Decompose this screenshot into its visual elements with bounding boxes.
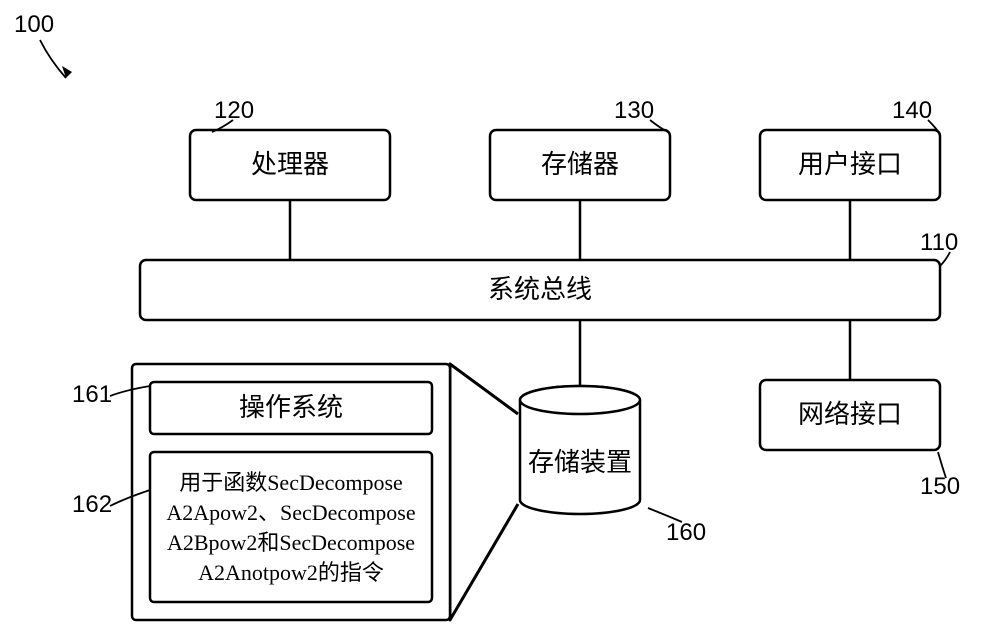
ref-150: 150	[920, 473, 960, 500]
instr-line-3: A2Anotpow2的指令	[198, 560, 384, 585]
ref-main-leader	[40, 40, 66, 78]
ref-110: 110	[920, 229, 958, 256]
instr-line-2: A2Bpow2和SecDecompose	[167, 530, 415, 555]
instr-line-1: A2Apow2、SecDecompose	[166, 500, 415, 525]
ref-160-leader	[648, 508, 682, 522]
memory-label: 存储器	[541, 150, 619, 179]
os-label: 操作系统	[239, 393, 343, 422]
user-interface-label: 用户接口	[798, 150, 902, 179]
ref-130: 130	[614, 97, 654, 124]
callout-wedge	[450, 364, 518, 620]
storage-label: 存储装置	[528, 448, 632, 477]
ref-161: 161	[72, 381, 112, 408]
ref-140: 140	[892, 97, 932, 124]
ref-main: 100	[14, 11, 54, 38]
instr-line-0: 用于函数SecDecompose	[179, 470, 403, 495]
network-interface-label: 网络接口	[798, 400, 902, 429]
ref-160: 160	[666, 519, 706, 546]
ref-162: 162	[72, 491, 112, 518]
processor-label: 处理器	[251, 150, 329, 179]
ref-120: 120	[214, 97, 254, 124]
system-bus-label: 系统总线	[488, 275, 592, 304]
